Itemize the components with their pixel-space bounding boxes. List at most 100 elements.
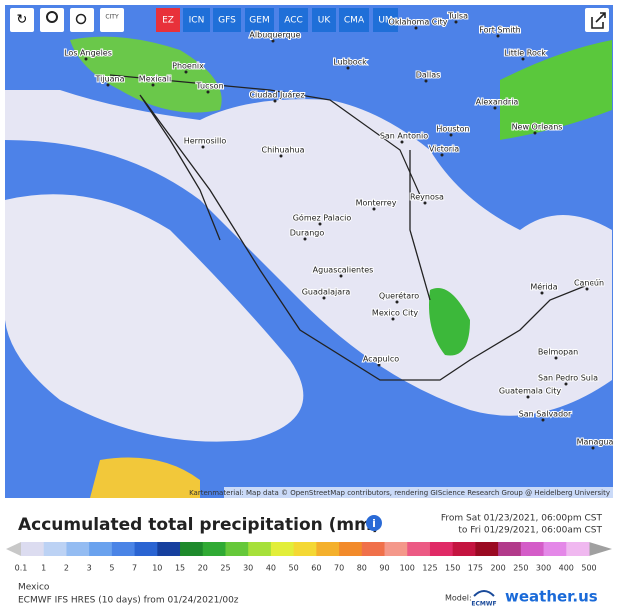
legend-label: 60 — [311, 564, 321, 573]
city-dot — [533, 131, 537, 135]
city-label: Aguascalientes — [313, 266, 374, 275]
city-dot — [391, 317, 395, 321]
model-button[interactable] — [245, 8, 274, 32]
pin-icon — [46, 11, 58, 23]
legend-label: 5 — [109, 564, 114, 573]
legend-swatch — [339, 542, 363, 556]
legend-label: 400 — [559, 564, 574, 573]
city-dot — [184, 70, 188, 74]
city-dot — [318, 222, 322, 226]
city-dot — [440, 153, 444, 157]
legend-swatch — [157, 542, 181, 556]
city-dot — [377, 363, 381, 367]
city-label: Ciudad Juárez — [249, 91, 304, 100]
legend-swatch — [452, 542, 476, 556]
legend-swatch — [429, 542, 454, 556]
city-dot — [564, 382, 568, 386]
legend-swatch — [21, 542, 45, 556]
reload-button[interactable] — [10, 8, 34, 32]
wet-area — [500, 40, 612, 140]
date-to: to Fri 01/29/2021, 06:00am CST — [458, 526, 602, 536]
city-label: Little Rock — [504, 49, 546, 58]
legend-swatch — [520, 542, 545, 556]
city-dot — [424, 79, 428, 83]
legend-swatch — [361, 542, 386, 556]
legend-swatch — [316, 542, 340, 556]
model-label: CMA — [344, 16, 365, 26]
legend-label: 300 — [536, 564, 551, 573]
city-label: Guadalajara — [302, 288, 351, 297]
city-dot — [414, 26, 418, 30]
city-label: Acapulco — [363, 355, 399, 364]
model-button[interactable] — [183, 8, 210, 32]
model-button[interactable] — [339, 8, 369, 32]
legend-swatch — [384, 542, 408, 556]
city-label: Tucson — [195, 82, 223, 91]
city-label: Querétaro — [379, 291, 419, 301]
logo-arc — [473, 590, 495, 597]
model-buttons: EZ ICN GFS GEM ACC UK CMA UM — [156, 8, 398, 32]
location-button[interactable] — [40, 8, 64, 32]
info-button[interactable] — [366, 515, 382, 531]
title: Accumulated total precipitation (mm) — [18, 515, 380, 535]
legend-swatch — [134, 542, 158, 556]
model-label: EZ — [162, 16, 174, 26]
border — [109, 74, 421, 196]
city-dot — [496, 34, 500, 38]
city-label: Managua — [577, 438, 614, 447]
city-dot — [540, 291, 544, 295]
city-label: Chihuahua — [262, 146, 305, 155]
legend-arrow — [589, 542, 612, 556]
model-label: UK — [318, 16, 332, 26]
brand[interactable]: weather.us — [505, 588, 598, 606]
legend-label: 50 — [289, 564, 299, 573]
model-label: UM — [378, 16, 392, 26]
city-dot — [585, 287, 589, 291]
city-dot — [449, 133, 453, 137]
city-label: Phoenix — [172, 62, 204, 71]
city-dot — [84, 57, 88, 61]
model-button[interactable] — [279, 8, 308, 32]
legend-label: 3 — [87, 564, 92, 573]
city-label: Oklahoma City — [389, 18, 448, 27]
region: Mexico — [18, 583, 50, 593]
city-dot — [201, 145, 205, 149]
city-label: Cancún — [574, 279, 604, 288]
city-label: Gómez Palacio — [293, 213, 352, 223]
legend-label: 175 — [468, 564, 483, 573]
model-button[interactable] — [312, 8, 336, 32]
attribution-bg — [224, 487, 613, 498]
city-button[interactable] — [100, 8, 124, 32]
city-label: San Pedro Sula — [538, 374, 598, 383]
legend-swatch — [248, 542, 272, 556]
legend-swatch — [498, 542, 522, 556]
model-label: Model: — [445, 594, 472, 603]
city-label: Mérida — [530, 282, 557, 292]
legend-swatch — [543, 542, 567, 556]
legend-label: 15 — [175, 564, 185, 573]
city-label: Belmopan — [538, 348, 578, 357]
model-logo: ECMWF — [471, 601, 496, 608]
model-button[interactable] — [373, 8, 398, 32]
legend-label: 2 — [64, 564, 69, 573]
wet-area — [70, 36, 222, 113]
city-labels: Los Angeles Phoenix Albuquerque Lubbock Okla… — [63, 11, 615, 450]
city-dot — [400, 140, 404, 144]
legend-swatch — [225, 542, 249, 556]
model-button[interactable] — [213, 8, 241, 32]
legend-label: 250 — [513, 564, 528, 573]
city-dot — [454, 20, 458, 24]
city-label: Victoria — [429, 145, 459, 154]
city-dot — [273, 99, 277, 103]
dry-ocean — [5, 194, 304, 442]
city-label: Guatemala City — [499, 387, 562, 396]
city-dot — [346, 66, 350, 70]
zoom-button[interactable] — [70, 8, 94, 32]
city-dot — [521, 57, 525, 61]
city-label: San Antonio — [380, 132, 428, 141]
date-from: From Sat 01/23/2021, 06:00pm CST — [441, 514, 603, 524]
city-dot — [303, 237, 307, 241]
model-button[interactable] — [156, 8, 180, 32]
city-dot — [395, 300, 399, 304]
